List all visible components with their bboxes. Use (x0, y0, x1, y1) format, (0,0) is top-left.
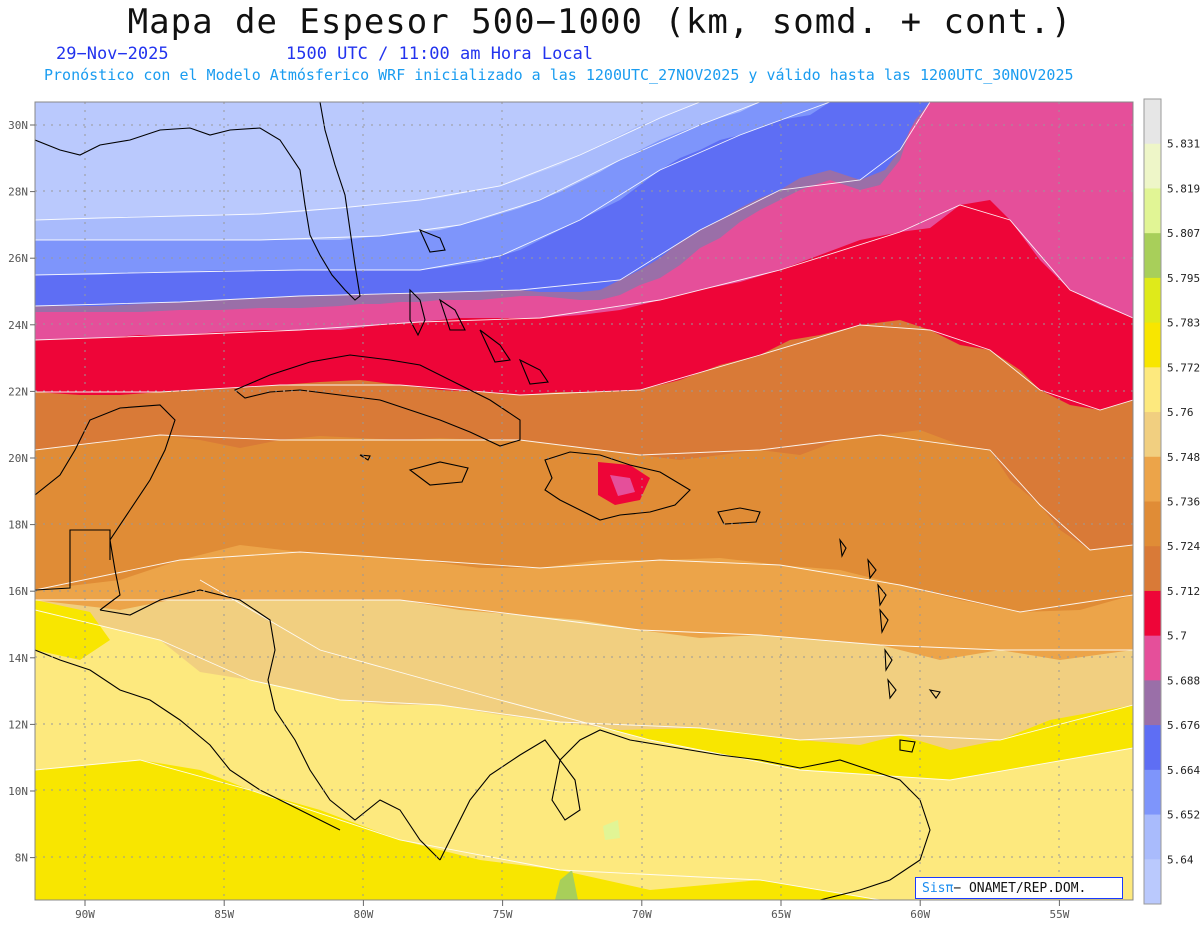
colorbar-swatch (1144, 277, 1161, 324)
colorbar-swatch (1144, 635, 1161, 681)
colorbar-swatch (1144, 456, 1161, 502)
lon-label: 65W (771, 908, 791, 921)
contours (35, 102, 1133, 900)
colorbar-swatch (1144, 769, 1161, 816)
colorbar-label: 5.795 (1167, 272, 1200, 285)
longitude-axis: 90W 85W 80W 75W 70W 65W 60W 55W (75, 900, 1070, 921)
lat-label: 10N (8, 785, 28, 798)
colorbar-frame (1143, 98, 1162, 905)
lat-label: 22N (8, 385, 28, 398)
lat-label: 8N (15, 852, 28, 865)
colorbar-swatch (1144, 188, 1161, 234)
forecast-date: 29−Nov−2025 (56, 44, 169, 64)
map-frame (34, 101, 1134, 901)
lat-label: 12N (8, 718, 28, 731)
latitude-axis: 30N 28N 26N 24N 22N 20N 18N 16N 14N 12N 10N 8N (8, 119, 35, 865)
credit-box: Sisπ− ONAMET/REP.DOM. (915, 877, 1123, 899)
light-green-cell (603, 820, 620, 840)
colorbar-label: 5.64 (1167, 853, 1194, 866)
colorbar-label: 5.819 (1167, 182, 1200, 195)
credit-text: − ONAMET/REP.DOM. (953, 881, 1087, 896)
colorbar-label: 5.7 (1167, 630, 1187, 643)
colorbar-label: 5.748 (1167, 451, 1200, 464)
colorbar-label: 5.724 (1167, 540, 1200, 553)
colorbar-swatch (1144, 546, 1161, 592)
lat-label: 16N (8, 585, 28, 598)
colorbar-swatch (1144, 859, 1161, 905)
colorbar-swatch (1144, 322, 1161, 368)
colorbar-label: 5.76 (1167, 406, 1194, 419)
colorbar-label: 5.652 (1167, 809, 1200, 822)
colorbar-label: 5.831 (1167, 138, 1200, 151)
lat-label: 18N (8, 519, 28, 532)
colorbar-label: 5.676 (1167, 719, 1200, 732)
coastlines (35, 102, 941, 900)
grid (35, 102, 1133, 900)
colorbar-label: 5.688 (1167, 674, 1200, 687)
lon-label: 70W (632, 908, 652, 921)
lon-label: 85W (214, 908, 234, 921)
forecast-time: 1500 UTC / 11:00 am Hora Local (286, 44, 594, 64)
colorbar-swatch (1144, 233, 1161, 279)
colorbar-swatch (1144, 143, 1161, 189)
map-title: Mapa de Espesor 500−1000 (km, somd. + co… (127, 2, 1073, 42)
lon-label: 90W (75, 908, 95, 921)
lat-label: 20N (8, 452, 28, 465)
yellow-cell-central-america (35, 600, 110, 660)
colorbar-swatch (1144, 680, 1161, 726)
lat-label: 14N (8, 652, 28, 665)
lon-label: 60W (910, 908, 930, 921)
colorbar-label: 5.664 (1167, 764, 1200, 777)
lat-label: 26N (8, 252, 28, 265)
credit-brand: Sisπ (922, 881, 954, 896)
colorbar-swatch (1144, 501, 1161, 547)
pink-spot-hispaniola (610, 475, 635, 496)
lon-label: 75W (493, 908, 513, 921)
colorbar-swatch (1144, 590, 1161, 637)
colorbar-label: 5.807 (1167, 227, 1200, 240)
lat-label: 28N (8, 186, 28, 199)
colorbar: 5.831 5.819 5.807 5.795 5.783 5.772 5.76 5.748 5… (1143, 98, 1200, 905)
colorbar-label: 5.712 (1167, 585, 1200, 598)
colorbar-swatch (1144, 367, 1161, 413)
colorbar-label: 5.783 (1167, 317, 1200, 330)
lon-label: 80W (353, 908, 373, 921)
lat-label: 24N (8, 319, 28, 332)
colorbar-swatch (1144, 99, 1161, 145)
colorbar-label: 5.736 (1167, 496, 1200, 509)
colorbar-swatch (1144, 412, 1161, 458)
map-fill (35, 102, 1133, 900)
colorbar-label: 5.772 (1167, 361, 1200, 374)
green-cell (555, 870, 578, 900)
model-info-line: Pronóstico con el Modelo Atmósferico WRF… (44, 66, 1074, 84)
colorbar-swatch (1144, 725, 1161, 771)
lon-label: 55W (1049, 908, 1069, 921)
lat-label: 30N (8, 119, 28, 132)
colorbar-swatch (1144, 814, 1161, 860)
